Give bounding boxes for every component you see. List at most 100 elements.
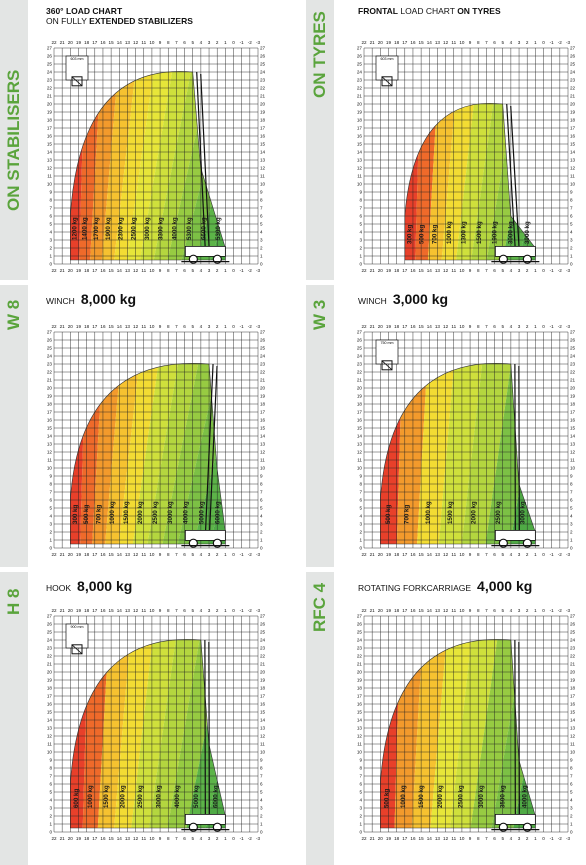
title-h8: HOOK 8,000 kg xyxy=(46,579,132,593)
y-tick-label: 19 xyxy=(47,678,53,683)
title-w3: WINCH 3,000 kg xyxy=(358,292,448,306)
x-tick-label-bottom: 13 xyxy=(125,552,131,557)
y-tick-label-right: 11 xyxy=(570,458,575,463)
y-tick-label: 5 xyxy=(49,506,52,511)
y-tick-label-right: 15 xyxy=(570,710,576,715)
y-tick-label-right: 27 xyxy=(570,330,576,335)
x-tick-label: 3 xyxy=(518,40,521,45)
y-tick-label: 5 xyxy=(359,506,362,511)
x-tick-label: -1 xyxy=(550,324,555,329)
load-envelope xyxy=(70,639,226,829)
y-tick-label: 10 xyxy=(47,466,53,471)
side-panel-tyres: ON TYRES xyxy=(306,0,334,280)
load-label: 3300 kg xyxy=(158,217,165,240)
y-tick-label-right: 6 xyxy=(570,214,573,219)
y-tick-label: 15 xyxy=(47,426,53,431)
y-tick-label: 7 xyxy=(49,206,52,211)
y-tick-label-right: 5 xyxy=(570,790,573,795)
x-tick-label: 15 xyxy=(419,324,425,329)
x-tick-label: 22 xyxy=(361,40,367,45)
attachment-icon: 900 mm xyxy=(65,623,89,655)
x-tick-label: 10 xyxy=(459,324,465,329)
y-tick-label: 27 xyxy=(357,330,363,335)
x-tick-label: 8 xyxy=(477,324,480,329)
y-tick-label-right: 6 xyxy=(570,782,573,787)
y-tick-label: 2 xyxy=(359,530,362,535)
x-tick-label: -1 xyxy=(240,40,245,45)
x-tick-label: -3 xyxy=(256,324,261,329)
y-tick-label-right: 26 xyxy=(570,338,576,343)
x-tick-label-bottom: 16 xyxy=(100,552,106,557)
x-tick-label-bottom: 0 xyxy=(232,268,235,273)
y-tick-label: 27 xyxy=(47,614,53,619)
y-tick-label-right: 27 xyxy=(260,614,266,619)
x-tick-label-bottom: 10 xyxy=(149,552,155,557)
x-tick-label-bottom: -1 xyxy=(240,552,245,557)
y-tick-label-right: 4 xyxy=(570,230,573,235)
y-tick-label: 6 xyxy=(49,782,52,787)
y-tick-label: 6 xyxy=(359,498,362,503)
y-tick-label-right: 16 xyxy=(570,134,576,139)
x-tick-label-bottom: 3 xyxy=(208,552,211,557)
y-tick-label: 2 xyxy=(359,814,362,819)
title-w8: WINCH 8,000 kg xyxy=(46,292,136,306)
y-tick-label: 3 xyxy=(49,522,52,527)
y-tick-label-right: 3 xyxy=(260,522,263,527)
x-tick-label: 14 xyxy=(117,608,123,613)
x-tick-label: 8 xyxy=(477,608,480,613)
x-tick-label: 1 xyxy=(534,40,537,45)
title-w8-pre: WINCH xyxy=(46,296,75,306)
y-tick-label: 16 xyxy=(357,134,363,139)
y-tick-label: 8 xyxy=(359,482,362,487)
y-tick-label: 26 xyxy=(47,622,53,627)
chart-grid xyxy=(53,331,259,549)
x-tick-label: 10 xyxy=(149,608,155,613)
y-tick-label: 9 xyxy=(359,474,362,479)
x-tick-label-bottom: 10 xyxy=(459,552,465,557)
x-tick-label: -1 xyxy=(240,608,245,613)
y-tick-label: 20 xyxy=(357,102,363,107)
y-tick-label: 22 xyxy=(357,370,363,375)
x-tick-label-bottom: 16 xyxy=(100,836,106,841)
svg-text:900 mm: 900 mm xyxy=(71,625,84,629)
y-tick-label-right: 1 xyxy=(260,254,263,259)
y-tick-label: 4 xyxy=(359,798,362,803)
y-tick-label-right: 26 xyxy=(570,54,576,59)
load-label: 6000 kg xyxy=(214,501,221,524)
x-tick-label: 1 xyxy=(224,40,227,45)
x-tick-label-bottom: 17 xyxy=(402,268,408,273)
x-tick-label: 11 xyxy=(141,608,146,613)
x-tick-label: 10 xyxy=(149,40,155,45)
load-label: 2500 kg xyxy=(495,501,502,524)
x-tick-label-bottom: 6 xyxy=(183,268,186,273)
y-tick-label: 13 xyxy=(47,442,53,447)
machine-silhouette xyxy=(491,363,540,548)
y-tick-label-right: 15 xyxy=(570,142,576,147)
y-tick-label: 20 xyxy=(47,670,53,675)
x-tick-label-bottom: 8 xyxy=(167,836,170,841)
y-tick-label-right: 11 xyxy=(260,742,265,747)
x-tick-label-bottom: 18 xyxy=(394,836,400,841)
x-tick-label-bottom: 14 xyxy=(117,552,123,557)
x-tick-label: 22 xyxy=(51,40,57,45)
y-tick-label-right: 26 xyxy=(260,54,266,59)
x-tick-label: 4 xyxy=(200,324,203,329)
y-tick-label: 22 xyxy=(47,654,53,659)
x-tick-label-bottom: 17 xyxy=(92,836,98,841)
machine-silhouette xyxy=(181,363,230,548)
x-tick-label: 17 xyxy=(402,324,408,329)
chart-svg: 2222212120201919181817171616151514141313… xyxy=(357,40,576,273)
y-tick-label: 11 xyxy=(47,174,52,179)
load-label: 1500 kg xyxy=(103,785,110,808)
x-tick-label-bottom: -3 xyxy=(256,552,261,557)
y-tick-label-right: 11 xyxy=(570,742,575,747)
y-tick-label-right: 1 xyxy=(260,822,263,827)
y-tick-label-right: 7 xyxy=(570,490,573,495)
x-tick-label-bottom: 20 xyxy=(68,268,74,273)
x-tick-label-bottom: 13 xyxy=(435,268,441,273)
x-tick-label: 19 xyxy=(386,608,392,613)
x-tick-label: 8 xyxy=(167,40,170,45)
y-tick-label: 8 xyxy=(359,766,362,771)
x-tick-label: 20 xyxy=(378,324,384,329)
load-zone xyxy=(162,363,226,544)
